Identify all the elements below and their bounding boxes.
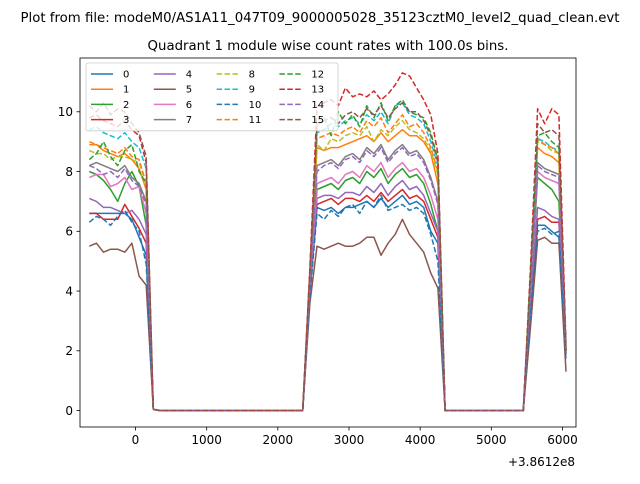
legend-label-4: 4 [186, 70, 192, 81]
legend-label-12: 12 [311, 70, 324, 81]
legend-label-6: 6 [186, 100, 192, 111]
plot-frame [79, 57, 577, 428]
y-tick-label: 4 [65, 284, 73, 298]
x-tick-label: 4000 [405, 433, 436, 447]
legend-label-14: 14 [311, 100, 324, 111]
legend-box [85, 62, 339, 132]
legend-label-3: 3 [123, 115, 129, 126]
y-tick-label: 0 [65, 404, 73, 418]
legend-label-5: 5 [186, 85, 192, 96]
legend-label-13: 13 [311, 85, 324, 96]
legend-label-15: 15 [311, 115, 324, 126]
y-tick-label: 10 [58, 105, 73, 119]
legend-label-8: 8 [249, 70, 255, 81]
legend-label-0: 0 [123, 70, 129, 81]
legend-label-2: 2 [123, 100, 129, 111]
x-offset-label: +3.8612e8 [508, 455, 575, 469]
figure-suptitle: Plot from file: modeM0/AS1A11_047T09_900… [21, 11, 620, 26]
x-tick-label: 0 [132, 433, 140, 447]
y-tick-label: 8 [65, 165, 73, 179]
chart-title: Quadrant 1 module wise count rates with … [148, 39, 509, 54]
legend-label-11: 11 [249, 115, 262, 126]
x-tick-label: 3000 [334, 433, 365, 447]
legend-label-7: 7 [186, 115, 192, 126]
x-tick-label: 5000 [476, 433, 507, 447]
y-tick-label: 2 [65, 344, 73, 358]
x-tick-label: 2000 [263, 433, 294, 447]
x-tick-label: 6000 [547, 433, 578, 447]
x-tick-label: 1000 [191, 433, 222, 447]
legend-label-9: 9 [249, 85, 255, 96]
legend-label-1: 1 [123, 85, 129, 96]
legend-label-10: 10 [249, 100, 262, 111]
y-tick-label: 6 [65, 225, 73, 239]
